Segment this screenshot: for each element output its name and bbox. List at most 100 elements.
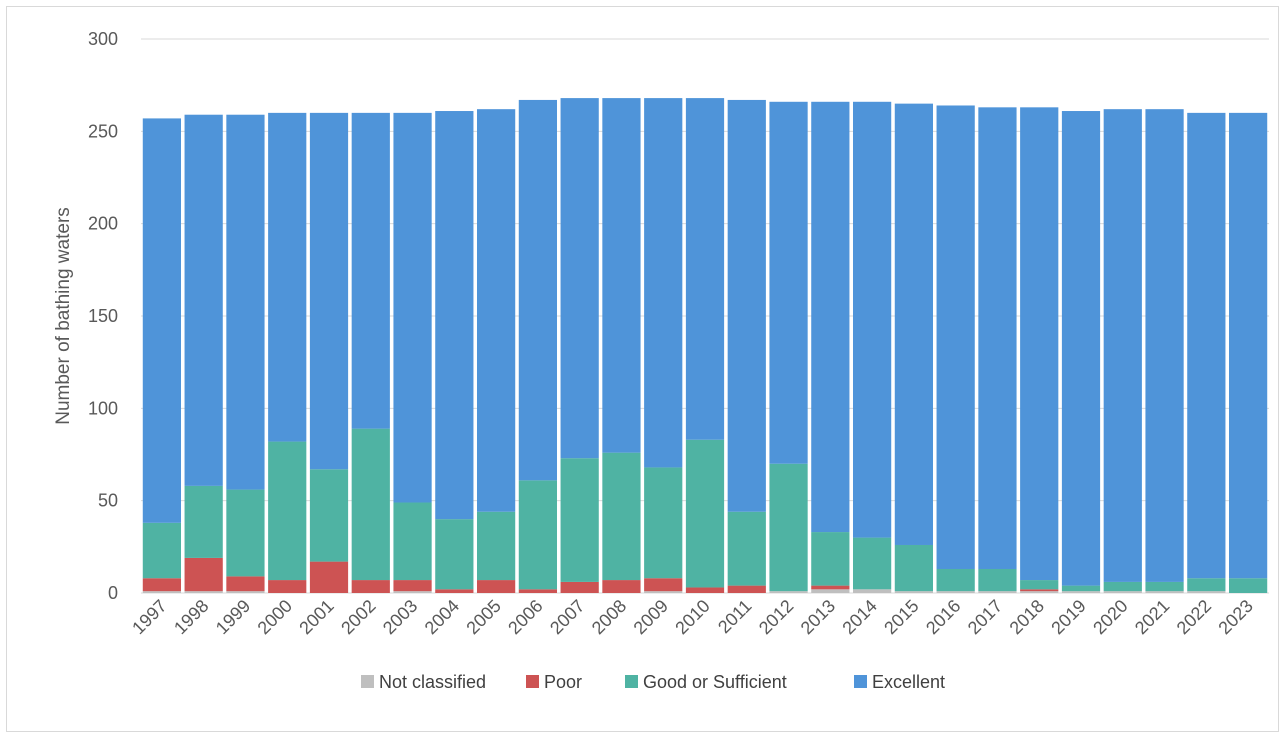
bar-segment-good-or-sufficient bbox=[351, 428, 390, 581]
bar-segment-excellent bbox=[1061, 111, 1101, 586]
bar-segment-poor bbox=[560, 581, 599, 593]
bar-segment-good-or-sufficient bbox=[309, 469, 349, 562]
bar-segment-excellent bbox=[226, 114, 265, 490]
bar-segment-not-classified bbox=[644, 591, 683, 593]
x-tick-label: 1999 bbox=[212, 596, 254, 638]
x-tick-label: 2010 bbox=[671, 596, 713, 638]
chart-frame: 0 50 100 150 200 250 300 1997 1998 1999 2000 2001 2… bbox=[6, 6, 1279, 732]
bar-segment-not-classified bbox=[811, 589, 850, 593]
bar-segment-poor bbox=[435, 589, 474, 593]
bar-segment-good-or-sufficient bbox=[1103, 581, 1142, 592]
bar-segment-good-or-sufficient bbox=[936, 568, 975, 592]
bar-segment-excellent bbox=[142, 118, 182, 523]
bar-segment-excellent bbox=[811, 101, 850, 533]
bar-segment-excellent bbox=[1145, 109, 1184, 582]
bar-segment-excellent bbox=[184, 114, 223, 486]
bar-segment-good-or-sufficient bbox=[435, 519, 474, 590]
bar-segment-excellent bbox=[1020, 107, 1059, 581]
bar-segment-excellent bbox=[393, 112, 432, 503]
bar-segment-good-or-sufficient bbox=[560, 458, 599, 582]
bar-segment-not-classified bbox=[393, 591, 432, 593]
bar-segment-good-or-sufficient bbox=[393, 502, 432, 581]
bar-segment-poor bbox=[518, 589, 558, 593]
x-tick-label: 2015 bbox=[880, 596, 922, 638]
y-tick-label: 150 bbox=[88, 306, 118, 326]
bar-segment-good-or-sufficient bbox=[602, 452, 641, 581]
bar-segment-poor bbox=[393, 580, 432, 592]
x-tick-label: 2009 bbox=[630, 596, 672, 638]
x-tick-label: 2007 bbox=[546, 596, 588, 638]
bar-segment-good-or-sufficient bbox=[1228, 578, 1268, 593]
bar-segment-not-classified bbox=[936, 591, 975, 593]
bar-segment-excellent bbox=[1228, 112, 1268, 579]
x-tick-label: 2018 bbox=[1006, 596, 1048, 638]
bar-segment-excellent bbox=[978, 107, 1017, 569]
y-tick-label: 100 bbox=[88, 398, 118, 418]
x-tick-label: 2014 bbox=[838, 596, 880, 638]
bar-segment-excellent bbox=[769, 101, 808, 464]
x-tick-label: 2003 bbox=[379, 596, 421, 638]
bar-segment-excellent bbox=[351, 112, 390, 429]
x-tick-label: 2019 bbox=[1047, 596, 1089, 638]
bar-segment-poor bbox=[727, 585, 766, 593]
bar-segment-poor bbox=[811, 585, 850, 590]
x-tick-label: 2020 bbox=[1089, 596, 1131, 638]
bar-segment-good-or-sufficient bbox=[644, 467, 683, 579]
bar-segment-excellent bbox=[1187, 112, 1226, 579]
y-tick-label: 0 bbox=[108, 583, 118, 603]
bar-segment-good-or-sufficient bbox=[226, 489, 265, 577]
x-tick-label: 2004 bbox=[421, 596, 463, 638]
x-axis-ticks: 1997 1998 1999 2000 2001 2002 2003 2004 2005 2006… bbox=[128, 596, 1257, 638]
y-axis-title: Number of bathing waters bbox=[53, 207, 74, 425]
bar-segment-not-classified bbox=[1145, 591, 1184, 593]
legend-label: Poor bbox=[544, 672, 582, 692]
bar-segment-excellent bbox=[476, 109, 516, 512]
bar-segment-good-or-sufficient bbox=[685, 439, 725, 588]
bar-segment-poor bbox=[142, 578, 182, 592]
bar-segment-poor bbox=[644, 578, 683, 592]
bar-segment-good-or-sufficient bbox=[769, 463, 808, 592]
bar-segment-not-classified bbox=[894, 591, 934, 593]
bar-segment-not-classified bbox=[184, 591, 223, 593]
legend: Not classified Poor Good or Sufficient Exce… bbox=[361, 672, 945, 692]
bar-segment-not-classified bbox=[142, 591, 182, 593]
bar-segment-not-classified bbox=[978, 591, 1017, 593]
x-tick-label: 2005 bbox=[462, 596, 504, 638]
bar-segment-not-classified bbox=[769, 591, 808, 593]
bar-segment-poor bbox=[226, 576, 265, 592]
bar-segment-not-classified bbox=[226, 591, 265, 593]
bar-segment-good-or-sufficient bbox=[1020, 580, 1059, 590]
bar-segment-good-or-sufficient bbox=[518, 480, 558, 590]
legend-swatch bbox=[625, 675, 638, 688]
x-tick-label: 2021 bbox=[1131, 596, 1173, 638]
bar-segment-poor bbox=[351, 580, 390, 593]
y-tick-label: 50 bbox=[98, 491, 118, 511]
legend-label: Excellent bbox=[872, 672, 945, 692]
bar-segment-good-or-sufficient bbox=[852, 537, 892, 590]
bar-segment-good-or-sufficient bbox=[476, 511, 516, 581]
x-tick-label: 2000 bbox=[254, 596, 296, 638]
legend-swatch bbox=[526, 675, 539, 688]
x-tick-label: 2008 bbox=[588, 596, 630, 638]
bars bbox=[142, 98, 1268, 593]
legend-label: Good or Sufficient bbox=[643, 672, 787, 692]
x-tick-label: 2012 bbox=[755, 596, 797, 638]
bar-segment-excellent bbox=[685, 98, 725, 440]
bar-segment-good-or-sufficient bbox=[268, 441, 307, 581]
x-tick-label: 2013 bbox=[797, 596, 839, 638]
x-tick-label: 1998 bbox=[170, 596, 212, 638]
bar-segment-excellent bbox=[852, 101, 892, 538]
bar-segment-not-classified bbox=[852, 589, 892, 593]
bar-segment-not-classified bbox=[1103, 591, 1142, 593]
bar-segment-poor bbox=[602, 580, 641, 593]
bar-segment-good-or-sufficient bbox=[978, 568, 1017, 592]
bar-segment-poor bbox=[1020, 589, 1059, 592]
x-tick-label: 2016 bbox=[922, 596, 964, 638]
y-tick-label: 300 bbox=[88, 29, 118, 49]
bar-segment-excellent bbox=[894, 103, 934, 545]
x-tick-label: 2011 bbox=[714, 596, 756, 638]
bar-segment-not-classified bbox=[1061, 591, 1101, 593]
x-tick-label: 2001 bbox=[295, 596, 337, 638]
x-tick-label: 2006 bbox=[504, 596, 546, 638]
